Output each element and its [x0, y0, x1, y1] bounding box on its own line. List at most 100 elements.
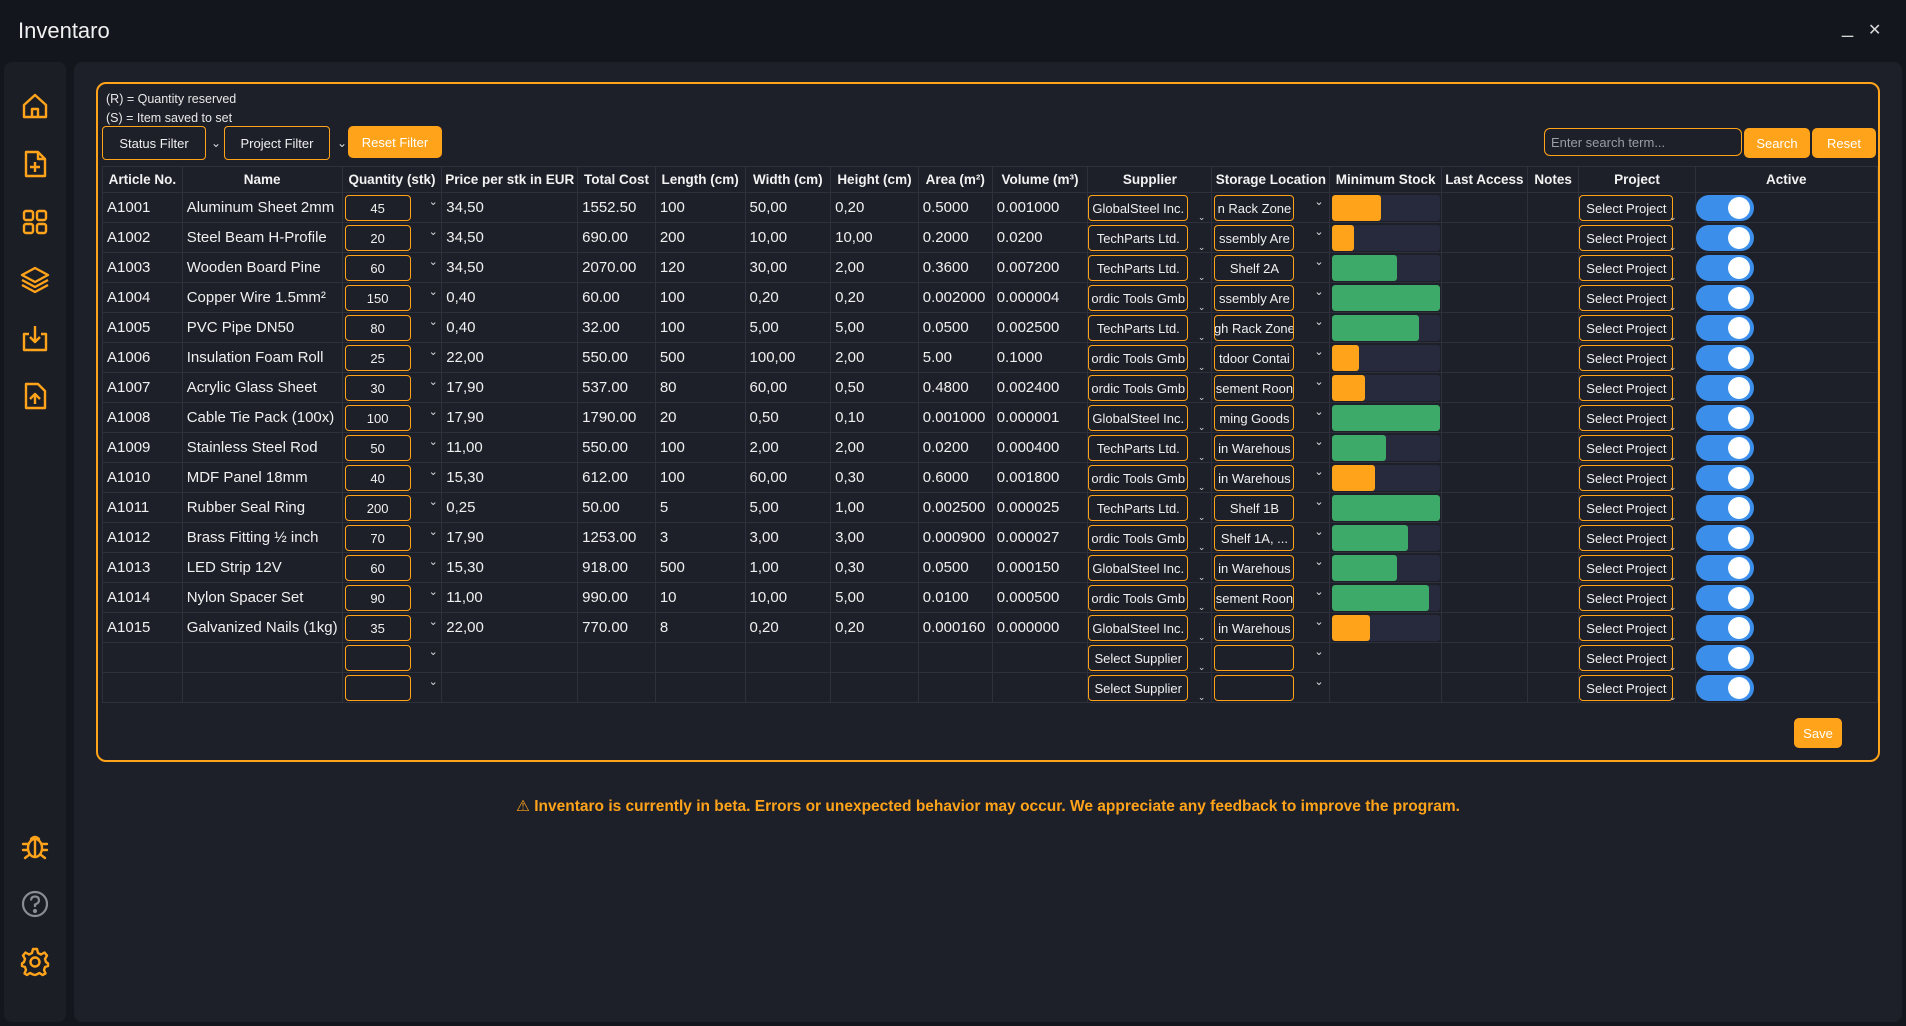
- chevron-down-icon[interactable]: ⌄: [1314, 286, 1324, 298]
- storage-location-select[interactable]: Shelf 1A, ...: [1214, 525, 1295, 551]
- active-toggle[interactable]: [1696, 495, 1754, 521]
- storage-location-select[interactable]: ssembly Are: [1214, 225, 1295, 251]
- quantity-input[interactable]: 45: [344, 195, 411, 221]
- close-button[interactable]: ✕: [1868, 22, 1882, 39]
- chevron-down-icon[interactable]: ⌄: [428, 436, 438, 448]
- chevron-down-icon[interactable]: ⌄: [1314, 676, 1324, 688]
- quantity-input[interactable]: 25: [344, 345, 411, 371]
- quantity-input[interactable]: 90: [344, 585, 411, 611]
- chevron-down-icon[interactable]: ⌄: [1314, 346, 1324, 358]
- storage-location-select[interactable]: in Warehous: [1214, 465, 1295, 491]
- supplier-select[interactable]: Select Supplier: [1088, 645, 1189, 671]
- project-select[interactable]: Select Project: [1579, 255, 1674, 281]
- supplier-select[interactable]: GlobalSteel Inc.: [1088, 405, 1189, 431]
- supplier-select[interactable]: ordic Tools Gmb: [1088, 525, 1189, 551]
- chevron-down-icon[interactable]: ⌄: [1314, 376, 1324, 388]
- supplier-select[interactable]: ordic Tools Gmb: [1088, 345, 1189, 371]
- active-toggle[interactable]: [1696, 315, 1754, 341]
- chevron-down-icon[interactable]: ⌄: [1314, 226, 1324, 238]
- chevron-down-icon[interactable]: ⌄: [428, 316, 438, 328]
- supplier-select[interactable]: GlobalSteel Inc.: [1088, 555, 1189, 581]
- active-toggle[interactable]: [1696, 555, 1754, 581]
- home-icon[interactable]: [19, 90, 51, 122]
- quantity-input[interactable]: 60: [344, 555, 411, 581]
- project-select[interactable]: Select Project: [1579, 315, 1674, 341]
- quantity-input[interactable]: [344, 645, 411, 671]
- active-toggle[interactable]: [1696, 285, 1754, 311]
- storage-location-select[interactable]: n Rack Zone: [1214, 195, 1295, 221]
- chevron-down-icon[interactable]: ⌄: [428, 346, 438, 358]
- active-toggle[interactable]: [1696, 645, 1754, 671]
- chevron-down-icon[interactable]: ⌄: [428, 646, 438, 658]
- settings-icon[interactable]: [19, 946, 51, 978]
- project-filter-button[interactable]: Project Filter: [224, 126, 330, 160]
- active-toggle[interactable]: [1696, 435, 1754, 461]
- chevron-down-icon[interactable]: ⌄: [1314, 556, 1324, 568]
- storage-location-select[interactable]: tdoor Contai: [1214, 345, 1295, 371]
- chevron-down-icon[interactable]: ⌄: [428, 406, 438, 418]
- storage-location-select[interactable]: in Warehous: [1214, 555, 1295, 581]
- chevron-down-icon[interactable]: ⌄: [1314, 316, 1324, 328]
- chevron-down-icon[interactable]: ⌄: [428, 376, 438, 388]
- supplier-select[interactable]: TechParts Ltd.: [1088, 255, 1189, 281]
- chevron-down-icon[interactable]: ⌄: [210, 136, 222, 150]
- chevron-down-icon[interactable]: ⌄: [428, 466, 438, 478]
- quantity-input[interactable]: 30: [344, 375, 411, 401]
- chevron-down-icon[interactable]: ⌄: [1314, 496, 1324, 508]
- project-select[interactable]: Select Project: [1579, 645, 1674, 671]
- project-select[interactable]: Select Project: [1579, 405, 1674, 431]
- export-icon[interactable]: [19, 380, 51, 412]
- chevron-down-icon[interactable]: ⌄: [428, 496, 438, 508]
- chevron-down-icon[interactable]: ⌄: [1314, 196, 1324, 208]
- project-select[interactable]: Select Project: [1579, 525, 1674, 551]
- active-toggle[interactable]: [1696, 225, 1754, 251]
- active-toggle[interactable]: [1696, 405, 1754, 431]
- grid-icon[interactable]: [19, 206, 51, 238]
- storage-location-select[interactable]: ssembly Are: [1214, 285, 1295, 311]
- chevron-down-icon[interactable]: ⌄: [1314, 586, 1324, 598]
- chevron-down-icon[interactable]: ⌄: [428, 676, 438, 688]
- add-file-icon[interactable]: [19, 148, 51, 180]
- bug-icon[interactable]: [19, 830, 51, 862]
- supplier-select[interactable]: GlobalSteel Inc.: [1088, 615, 1189, 641]
- project-select[interactable]: Select Project: [1579, 495, 1674, 521]
- quantity-input[interactable]: 20: [344, 225, 411, 251]
- quantity-input[interactable]: 40: [344, 465, 411, 491]
- active-toggle[interactable]: [1696, 345, 1754, 371]
- storage-location-select[interactable]: gh Rack Zone: [1214, 315, 1295, 341]
- supplier-select[interactable]: ordic Tools Gmb: [1088, 585, 1189, 611]
- active-toggle[interactable]: [1696, 255, 1754, 281]
- supplier-select[interactable]: ordic Tools Gmb: [1088, 285, 1189, 311]
- active-toggle[interactable]: [1696, 375, 1754, 401]
- project-select[interactable]: Select Project: [1579, 615, 1674, 641]
- quantity-input[interactable]: 60: [344, 255, 411, 281]
- chevron-down-icon[interactable]: ⌄: [1314, 466, 1324, 478]
- active-toggle[interactable]: [1696, 585, 1754, 611]
- quantity-input[interactable]: [344, 675, 411, 701]
- quantity-input[interactable]: 100: [344, 405, 411, 431]
- supplier-select[interactable]: TechParts Ltd.: [1088, 495, 1189, 521]
- chevron-down-icon[interactable]: ⌄: [428, 556, 438, 568]
- chevron-down-icon[interactable]: ⌄: [1314, 406, 1324, 418]
- search-input[interactable]: [1544, 128, 1742, 156]
- chevron-down-icon[interactable]: ⌄: [1314, 436, 1324, 448]
- save-button[interactable]: Save: [1794, 718, 1842, 748]
- project-select[interactable]: Select Project: [1579, 225, 1674, 251]
- storage-location-select[interactable]: sement Roon: [1214, 375, 1295, 401]
- supplier-select[interactable]: Select Supplier: [1088, 675, 1189, 701]
- chevron-down-icon[interactable]: ⌄: [428, 226, 438, 238]
- supplier-select[interactable]: GlobalSteel Inc.: [1088, 195, 1189, 221]
- supplier-select[interactable]: ordic Tools Gmb: [1088, 465, 1189, 491]
- minimize-button[interactable]: _: [1842, 16, 1854, 38]
- quantity-input[interactable]: 200: [344, 495, 411, 521]
- storage-location-select[interactable]: Shelf 2A: [1214, 255, 1295, 281]
- chevron-down-icon[interactable]: ⌄: [428, 526, 438, 538]
- chevron-down-icon[interactable]: ⌄: [428, 586, 438, 598]
- quantity-input[interactable]: 50: [344, 435, 411, 461]
- active-toggle[interactable]: [1696, 525, 1754, 551]
- active-toggle[interactable]: [1696, 195, 1754, 221]
- storage-location-select[interactable]: in Warehous: [1214, 615, 1295, 641]
- supplier-select[interactable]: TechParts Ltd.: [1088, 315, 1189, 341]
- active-toggle[interactable]: [1696, 465, 1754, 491]
- chevron-down-icon[interactable]: ⌄: [1314, 646, 1324, 658]
